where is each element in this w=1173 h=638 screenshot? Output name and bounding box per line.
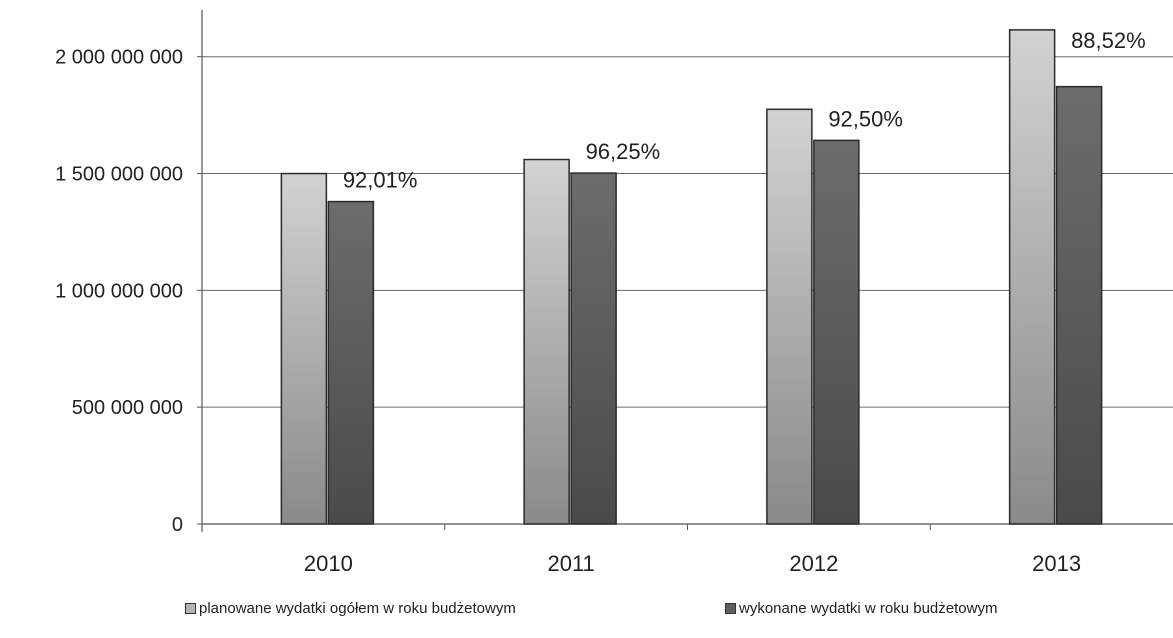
x-tick-label-2011: 2011: [547, 551, 594, 576]
legend-label-actual: wykonane wydatki w roku budżetowym: [739, 600, 998, 617]
x-tick-label-2013: 2013: [1032, 551, 1081, 576]
legend-label-planned: planowane wydatki ogółem w roku budżetow…: [199, 600, 516, 617]
y-tick-label-2: 1 000 000 000: [55, 280, 183, 302]
legend-item-planned: planowane wydatki ogółem w roku budżetow…: [185, 600, 516, 617]
data-label-2010: 92,01%: [343, 168, 418, 193]
data-label-2013: 88,52%: [1071, 28, 1146, 53]
y-tick-label-3: 1 500 000 000: [55, 164, 183, 186]
y-tick-label-0: 0: [172, 514, 183, 536]
x-tick-label-2010: 2010: [304, 551, 353, 576]
legend-item-actual: wykonane wydatki w roku budżetowym: [725, 600, 997, 617]
bar-actual-2010: [327, 200, 375, 525]
y-tick-label-1: 500 000 000: [72, 397, 183, 419]
legend-swatch-actual: [725, 603, 736, 614]
bar-planned-2011: [523, 158, 570, 525]
bar-planned-2012: [766, 108, 813, 525]
bars: [280, 29, 1103, 525]
legend-swatch-planned: [185, 603, 196, 614]
bar-actual-2013: [1055, 85, 1103, 525]
bar-planned-2010: [280, 172, 328, 525]
labels: 0 500 000 000 1 000 000 000 1 500 000 000 2 …: [55, 28, 1146, 576]
y-tick-label-4: 2 000 000 000: [55, 47, 183, 69]
bar-planned-2013: [1008, 29, 1056, 525]
data-label-2011: 96,25%: [586, 139, 661, 164]
data-label-2012: 92,50%: [828, 106, 903, 131]
bar-actual-2011: [570, 172, 617, 525]
bar-actual-2012: [813, 139, 860, 525]
x-tick-label-2012: 2012: [789, 551, 838, 576]
